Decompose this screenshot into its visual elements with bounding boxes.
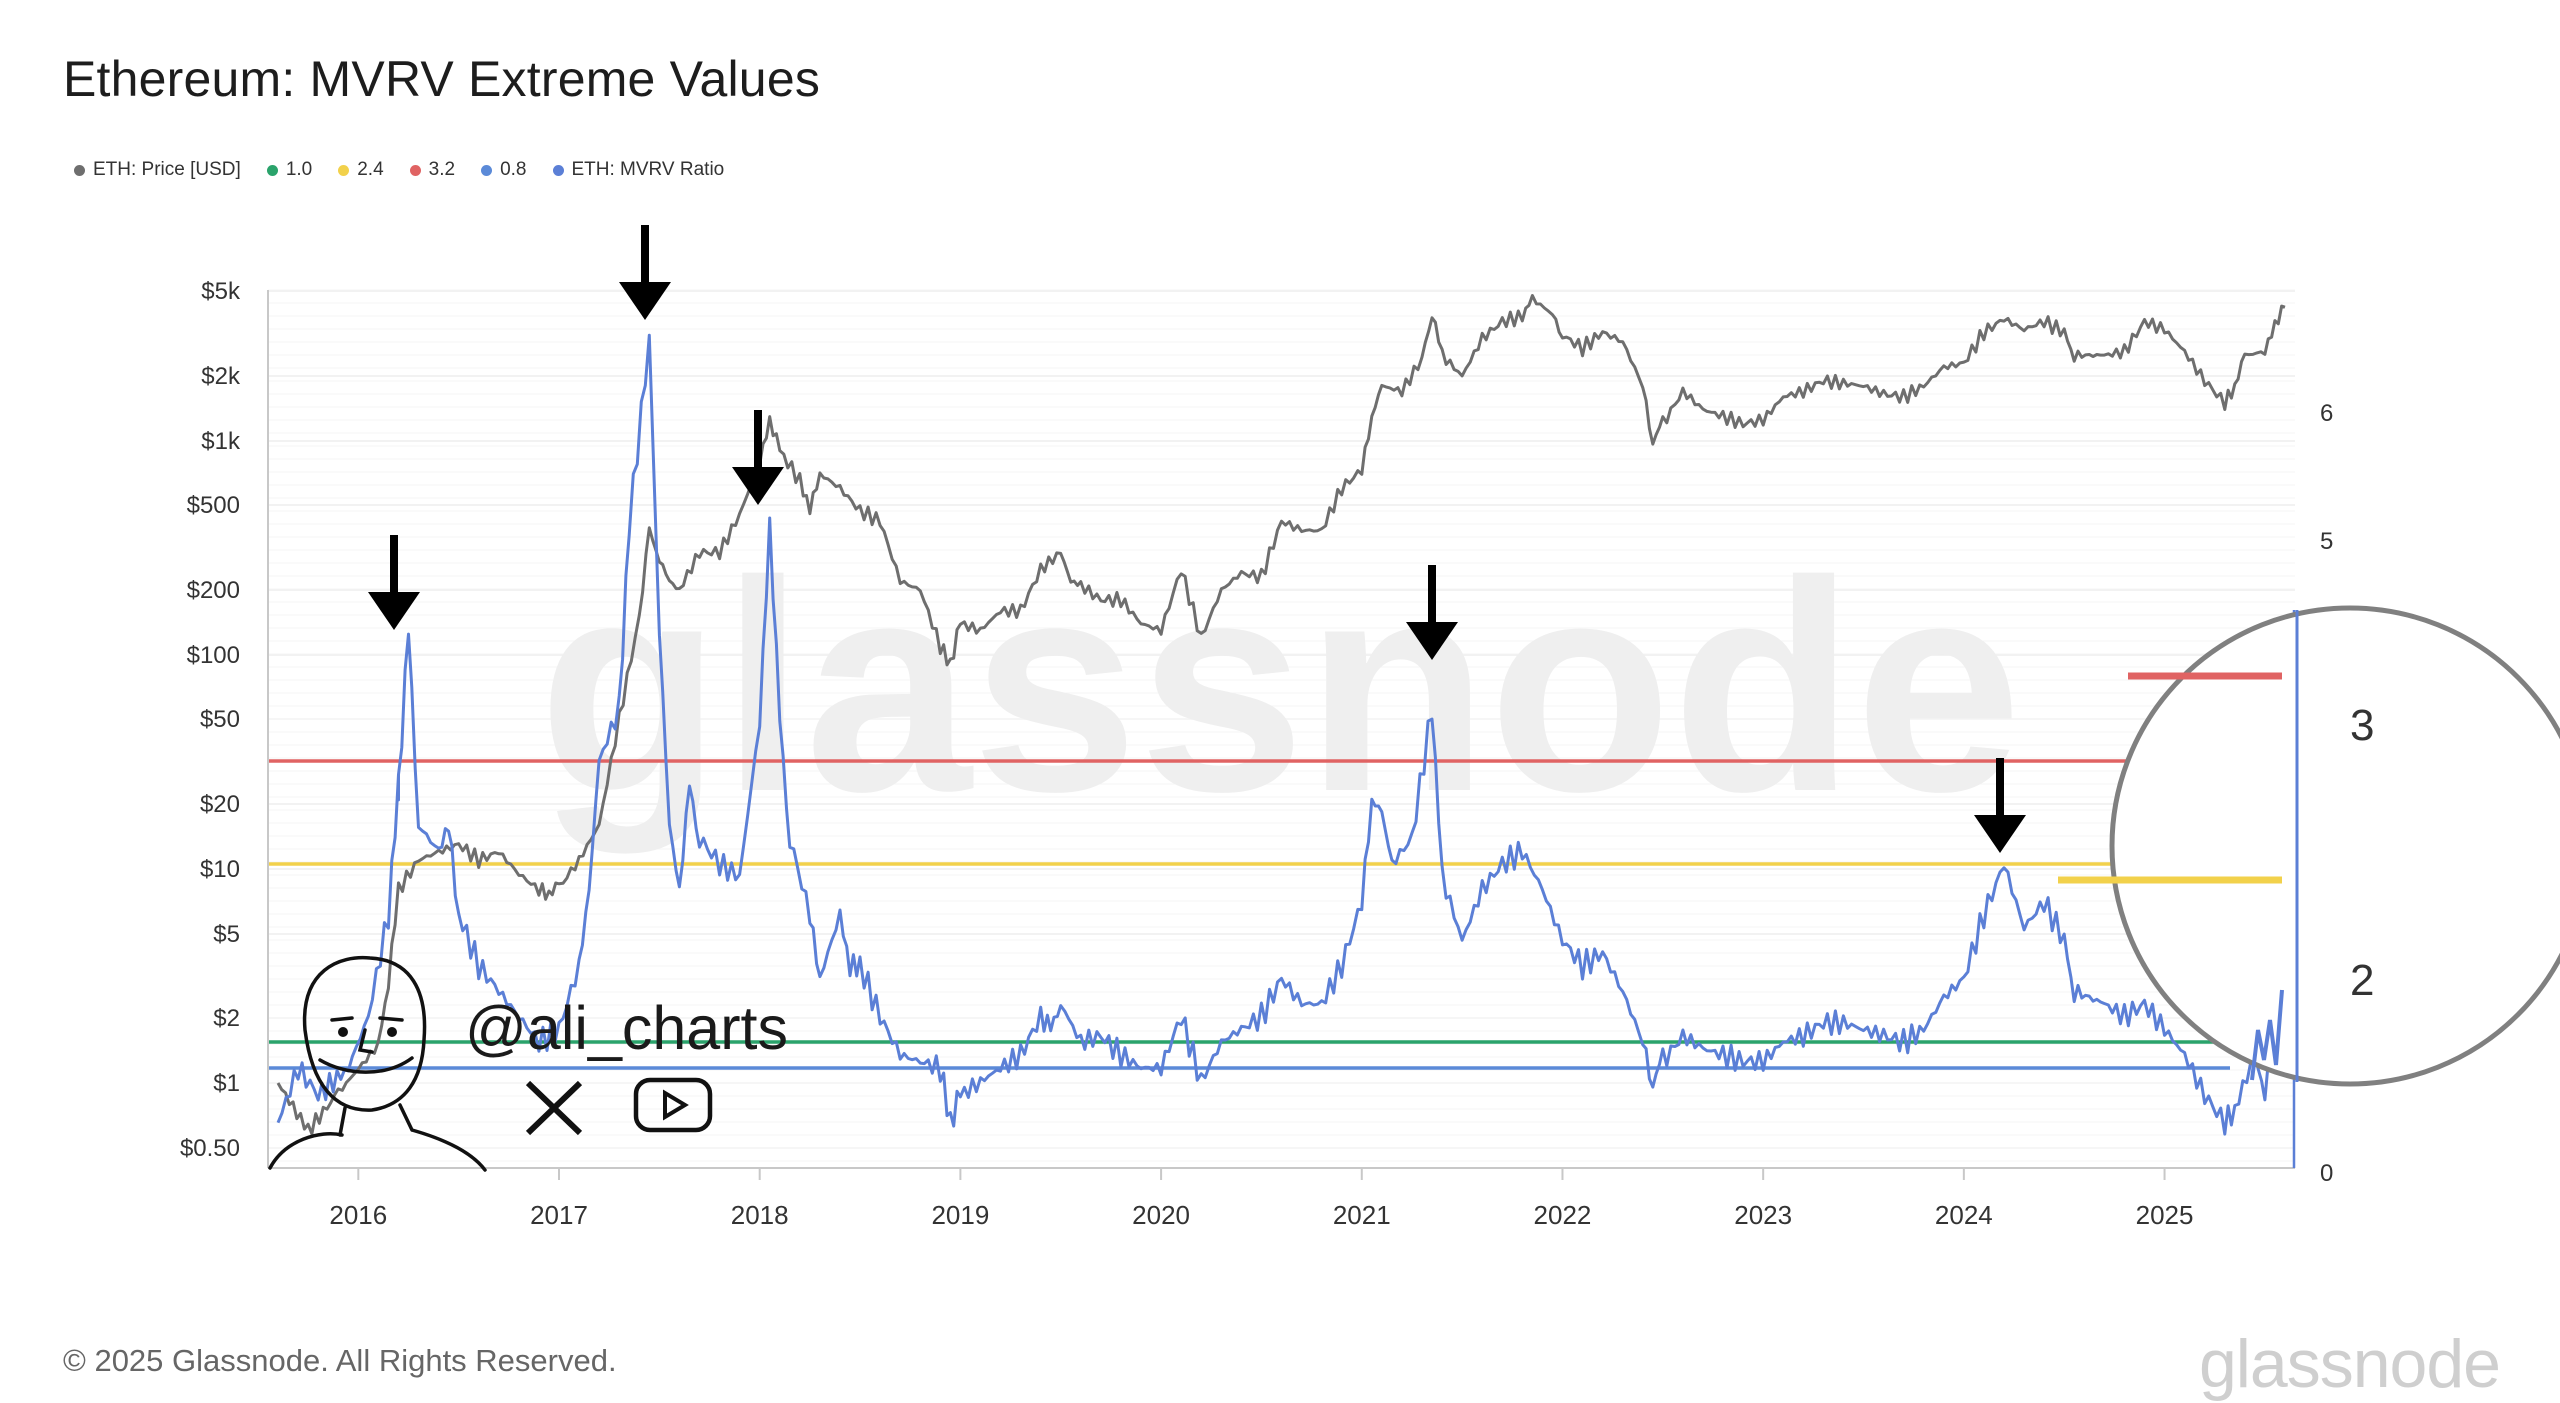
zoom-tick-2: 2 [2350, 956, 2374, 1005]
legend-dot-mvrv [552, 164, 564, 176]
x-tick-label: 2018 [731, 1200, 789, 1230]
y-tick-label-left: $200 [187, 577, 240, 604]
axes: $0.50 $1 $2 $5 $10 $20 $50 $100 $200 $500 $1k $2k $5… [180, 278, 2333, 1230]
x-tick-label: 2024 [1935, 1200, 1993, 1230]
x-tick-label: 2025 [2136, 1200, 2194, 1230]
x-tick-label: 2022 [1534, 1200, 1592, 1230]
x-tick-label: 2023 [1734, 1200, 1792, 1230]
y-tick-label-left: $5k [201, 278, 241, 305]
grid [268, 289, 2295, 1162]
mvrv-series-line [276, 333, 2287, 1136]
avatar-eye-left [338, 1027, 348, 1037]
x-tick-label: 2016 [329, 1200, 387, 1230]
legend-label-3-2: 3.2 [428, 159, 456, 180]
legend-item-0-8[interactable]: 0.8 [481, 159, 527, 181]
social-handle: @ali_charts [465, 994, 788, 1062]
legend-label-2-4: 2.4 [357, 159, 384, 180]
legend-label-price: ETH: Price [USD] [93, 159, 241, 180]
threshold-lines [268, 759, 2230, 1070]
legend: ETH: Price [USD] 1.0 2.4 3.2 0.8 ETH: MV… [74, 159, 724, 181]
y-tick-label-left: $100 [187, 642, 240, 669]
youtube-icon [633, 1077, 713, 1133]
zoom-mvrv-line [2250, 989, 2284, 1081]
y-tick-label-right: 6 [2320, 400, 2333, 427]
y-tick-label-left: $50 [200, 706, 240, 733]
legend-item-2-4[interactable]: 2.4 [338, 159, 384, 181]
avatar-smile [318, 1056, 414, 1074]
legend-label-0-8: 0.8 [500, 159, 527, 180]
zoom-inset: 32 [2058, 605, 2560, 1087]
annotation-arrows [368, 225, 2026, 853]
copyright: © 2025 Glassnode. All Rights Reserved. [63, 1343, 617, 1378]
y-tick-label-left: $20 [200, 791, 240, 818]
y-tick-label-right: 5 [2320, 528, 2333, 555]
legend-label-1-0: 1.0 [285, 159, 313, 180]
legend-dot-1-0 [266, 164, 278, 176]
legend-label-mvrv: ETH: MVRV Ratio [571, 159, 725, 180]
y-tick-label-left: $1k [201, 428, 241, 455]
avatar-shoulders [268, 1103, 487, 1172]
y-tick-label-left: $2 [213, 1005, 240, 1032]
arrow-head-1 [619, 282, 671, 320]
series-group [276, 294, 2287, 1136]
legend-item-price[interactable]: ETH: Price [USD] [74, 159, 241, 181]
x-tick-label: 2021 [1333, 1200, 1391, 1230]
avatar-eye-right [387, 1027, 397, 1037]
x-tick-label: 2017 [530, 1200, 588, 1230]
y-tick-label-left: $5 [213, 921, 240, 948]
brand-logo: glassnode [2198, 1326, 2501, 1402]
legend-dot-0-8 [481, 164, 493, 176]
legend-dot-price [74, 164, 85, 176]
arrow-head-4 [1974, 815, 2026, 853]
chart-title: Ethereum: MVRV Extreme Values [63, 51, 821, 107]
x-icon [525, 1080, 583, 1136]
avatar [268, 955, 487, 1172]
zoom-tick-3: 3 [2350, 701, 2374, 750]
legend-dot-2-4 [338, 164, 350, 176]
arrow-head-0 [368, 592, 420, 630]
avatar-head [302, 955, 427, 1112]
y-tick-label-right: 0 [2320, 1160, 2333, 1187]
y-tick-label-left: $10 [200, 856, 240, 883]
zoom-circle [2109, 605, 2560, 1087]
youtube-play-icon [663, 1089, 689, 1121]
price-series-line [276, 294, 2286, 1136]
social-icons [525, 1077, 713, 1136]
x-tick-label: 2020 [1132, 1200, 1190, 1230]
y-tick-label-left: $1 [213, 1070, 240, 1097]
arrow-head-2 [732, 467, 784, 505]
legend-item-1-0[interactable]: 1.0 [266, 159, 313, 181]
legend-dot-3-2 [409, 164, 421, 176]
y-tick-label-left: $500 [187, 492, 240, 519]
y-tick-label-left: $2k [201, 363, 241, 390]
avatar-nose [357, 1028, 374, 1054]
legend-item-3-2[interactable]: 3.2 [409, 159, 456, 181]
legend-item-mvrv[interactable]: ETH: MVRV Ratio [552, 159, 725, 181]
arrow-head-3 [1406, 622, 1458, 660]
avatar-brows [330, 1016, 404, 1022]
x-tick-label: 2019 [931, 1200, 989, 1230]
y-tick-label-left: $0.50 [180, 1135, 240, 1162]
